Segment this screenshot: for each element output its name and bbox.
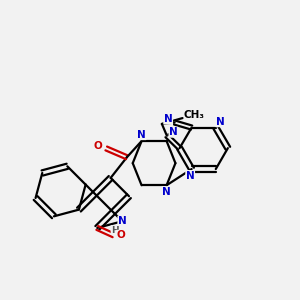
Text: CH₃: CH₃ [183, 110, 204, 120]
Text: N: N [137, 130, 146, 140]
Text: N: N [216, 117, 225, 127]
Text: O: O [116, 230, 125, 240]
Text: N: N [164, 114, 172, 124]
Text: N: N [169, 127, 178, 137]
Text: N: N [186, 170, 194, 181]
Text: O: O [93, 140, 102, 151]
Text: N: N [162, 187, 171, 197]
Text: N: N [118, 216, 127, 226]
Text: H: H [111, 226, 119, 235]
